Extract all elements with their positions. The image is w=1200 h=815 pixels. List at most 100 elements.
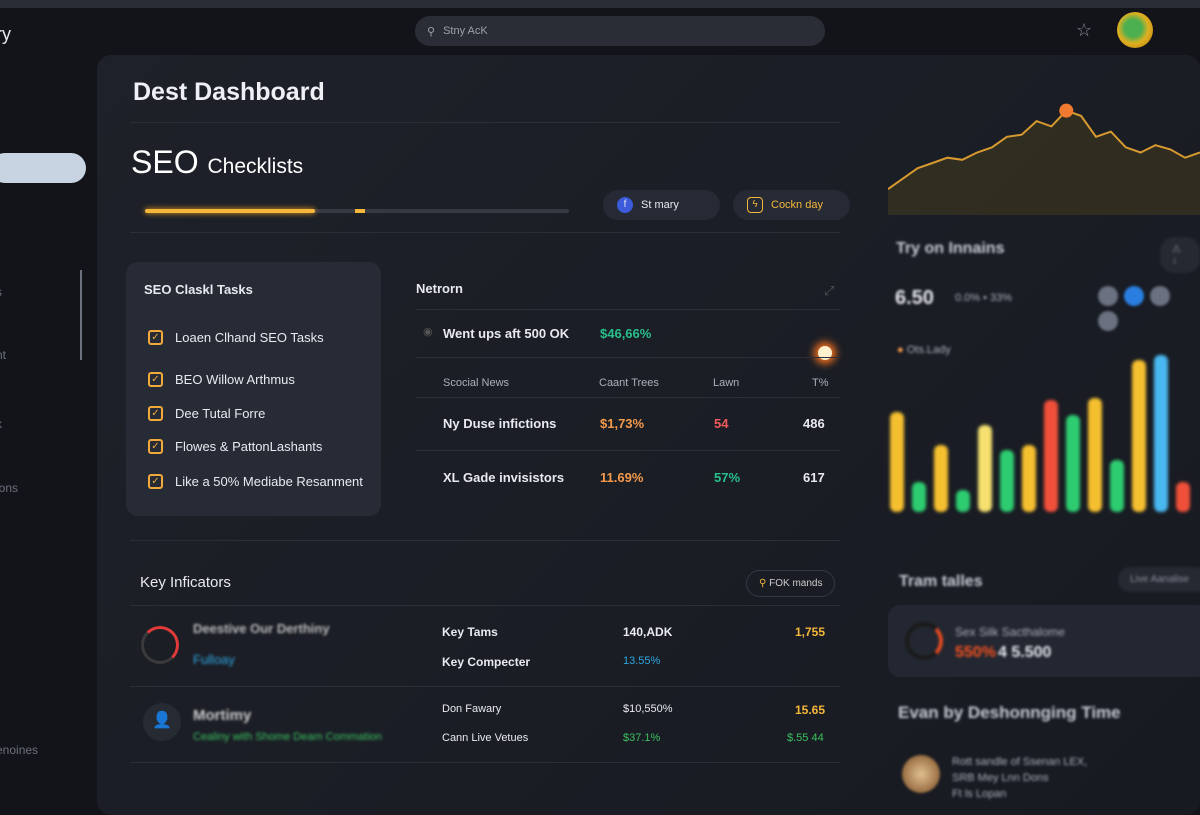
divider	[415, 397, 840, 398]
bar[interactable]	[934, 445, 948, 512]
metric-sub: 0.0% • 33%	[955, 292, 1013, 304]
checkbox-checked-icon[interactable]: ✓	[148, 372, 163, 387]
checklist-item[interactable]: ✓ Loaen Clhand SEO Tasks	[148, 330, 324, 345]
avatar[interactable]	[1098, 311, 1118, 331]
page-title: Dest Dashboard	[133, 78, 325, 106]
divider	[130, 540, 840, 541]
bar[interactable]	[1088, 398, 1102, 512]
expand-icon[interactable]: ⤢	[824, 283, 835, 298]
area-line-chart	[888, 103, 1200, 215]
indicator-value: $37.1%	[623, 732, 661, 744]
indicator-right: $.55 44	[787, 732, 824, 744]
checkbox-checked-icon[interactable]: ✓	[148, 474, 163, 489]
lightning-icon: ϟ	[747, 197, 763, 213]
sidebar-item-active[interactable]	[0, 153, 86, 183]
sidebar-item[interactable]: s	[0, 285, 2, 299]
checkbox-checked-icon[interactable]: ✓	[148, 439, 163, 454]
bar[interactable]	[1110, 460, 1124, 512]
indicator-label: Don Fawary	[442, 703, 502, 715]
checkbox-checked-icon[interactable]: ✓	[148, 330, 163, 345]
row-name: Ny Duse infictions	[443, 416, 557, 431]
row-value: 617	[803, 470, 825, 485]
divider	[130, 686, 840, 687]
netron-title: Netrorn	[416, 281, 463, 296]
indicator-right: 1,755	[795, 625, 826, 639]
bar[interactable]	[1000, 450, 1014, 512]
star-icon[interactable]: ☆	[1076, 20, 1093, 40]
checklist-item-label: Dee Tutal Forre	[175, 406, 266, 421]
pill-label: Cockn day	[771, 199, 823, 211]
fok-mands-button[interactable]: ⚲ FOK mands	[746, 570, 836, 597]
avatar[interactable]	[1098, 286, 1118, 306]
time-item-line: Ft ls Lopan	[952, 788, 1007, 800]
brand-name: ry	[0, 24, 11, 44]
indicator-value: $10,550%	[623, 703, 673, 715]
row-value: 54	[714, 416, 729, 431]
item-avatar	[902, 755, 940, 793]
st-mary-button[interactable]: f St mary	[603, 190, 720, 220]
checklist-item[interactable]: ✓ Dee Tutal Forre	[148, 406, 265, 421]
trend-card-title: Sex Silk Sacthalome	[955, 625, 1066, 639]
checklist-card: SEO Claskl Tasks ✓ Loaen Clhand SEO Tasks…	[126, 262, 381, 516]
divider	[130, 122, 840, 123]
sidebar-item[interactable]: nt	[0, 348, 7, 362]
legend-text: Ots.Lady	[906, 344, 951, 356]
search-icon: ⚲	[759, 578, 767, 589]
indicator-label: Cann Live Vetues	[442, 732, 529, 744]
search-placeholder: Stny AcK	[443, 25, 488, 37]
legend-label: ● Ots.Lady	[897, 344, 951, 356]
search-icon: ⚲	[427, 25, 436, 38]
checkbox-checked-icon[interactable]: ✓	[148, 406, 163, 421]
time-item-line: Rott sandle of Ssenan LEX,	[952, 756, 1088, 768]
bar[interactable]	[912, 482, 926, 512]
window-top-bar	[0, 0, 1200, 8]
row-value: 57%	[714, 470, 741, 485]
donut-icon	[905, 622, 943, 660]
progress-marker	[355, 209, 365, 213]
indicator-sub: Fulloay	[193, 652, 235, 667]
cockn-day-button[interactable]: ϟ Cockn day	[733, 190, 850, 220]
checklist-item-label: Like a 50% Mediabe Resanment	[175, 474, 363, 489]
bar[interactable]	[978, 425, 992, 512]
bar[interactable]	[890, 412, 904, 512]
checklist-item-label: Flowes & PattonLashants	[175, 439, 323, 454]
avatar[interactable]	[1117, 12, 1153, 48]
right-title: Try on Innains	[896, 240, 1005, 257]
trend-line	[888, 109, 1200, 190]
divider	[415, 357, 840, 358]
progress-ring-icon	[141, 626, 179, 664]
filter-button[interactable]: ⚠ ↓	[1160, 237, 1200, 273]
time-item-line: SRB Mey Lnn Dons	[952, 772, 1049, 784]
area-fill	[888, 110, 1200, 215]
bar[interactable]	[1022, 445, 1036, 512]
sidebar-scrollbar[interactable]	[80, 270, 82, 360]
sidebar-item[interactable]: ions	[0, 481, 19, 495]
bar[interactable]	[1044, 400, 1058, 512]
indicator-right: 15.65	[795, 703, 826, 717]
column-header: Lawn	[713, 377, 740, 389]
row-value: 486	[803, 416, 825, 431]
sidebar-item[interactable]: k	[0, 417, 2, 431]
notification-dot[interactable]	[818, 346, 832, 360]
section-title-big: SEO	[131, 144, 199, 180]
search-input[interactable]: ⚲ Stny AcK	[415, 16, 825, 46]
check-circle-icon: ◉	[423, 326, 433, 338]
row-value: $1,73%	[600, 416, 645, 431]
checklist-item[interactable]: ✓ BEO Willow Arthmus	[148, 372, 295, 387]
legend-dot-icon: ●	[897, 344, 904, 356]
bar[interactable]	[956, 490, 970, 512]
highlight-label: Went ups aft 500 OK	[443, 326, 570, 341]
checklist-item[interactable]: ✓ Flowes & PattonLashants	[148, 439, 322, 454]
trend-card-value: 4 5.500	[998, 644, 1052, 661]
divider	[130, 605, 840, 606]
bar[interactable]	[1176, 482, 1190, 512]
avatar[interactable]	[1124, 286, 1144, 306]
bar[interactable]	[1132, 360, 1146, 512]
avatar[interactable]	[1150, 286, 1170, 306]
peak-marker[interactable]	[1059, 103, 1074, 118]
sidebar-item[interactable]: enoines	[0, 743, 39, 757]
bar[interactable]	[1066, 415, 1080, 512]
trend-button[interactable]: Live Aanalise	[1118, 567, 1200, 592]
checklist-item[interactable]: ✓ Like a 50% Mediabe Resanment	[148, 474, 363, 489]
bar[interactable]	[1154, 355, 1168, 512]
